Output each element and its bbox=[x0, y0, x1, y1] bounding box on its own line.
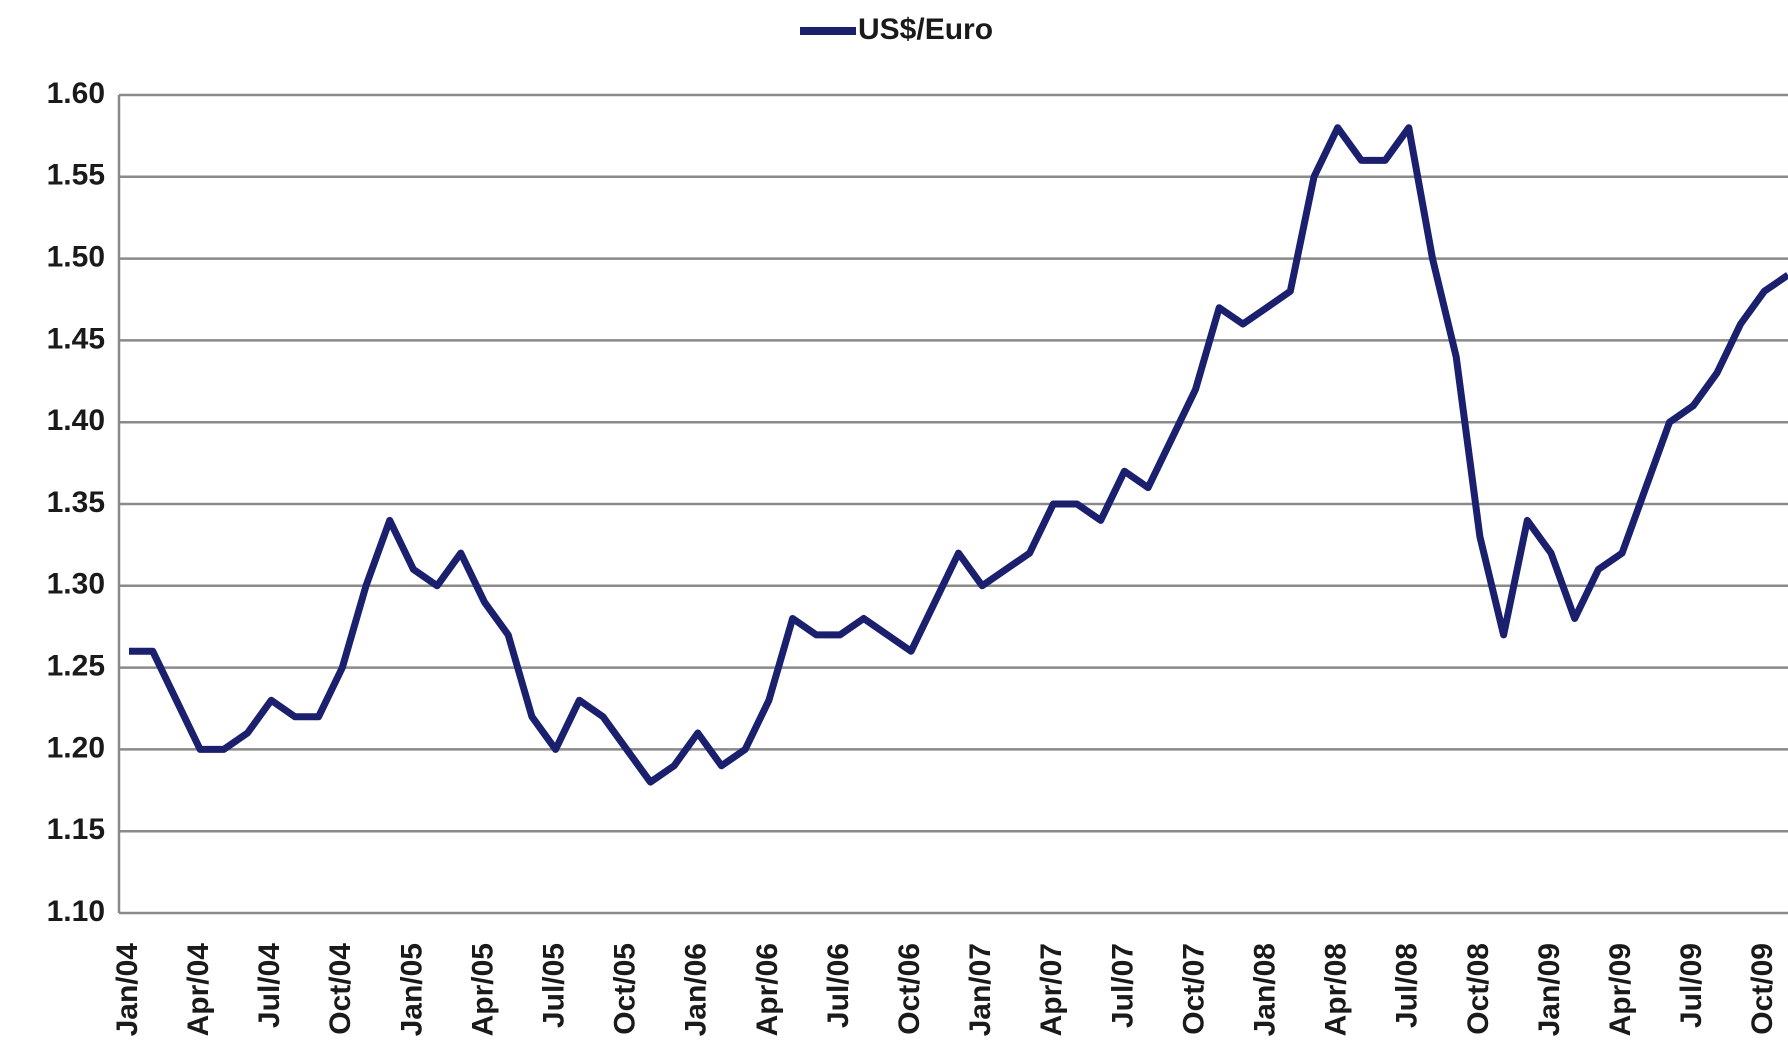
y-tick-label: 1.30 bbox=[47, 568, 105, 601]
y-tick-label: 1.10 bbox=[47, 895, 105, 928]
x-tick-label: Oct/08 bbox=[1462, 943, 1495, 1035]
y-tick-label: 1.25 bbox=[47, 650, 105, 683]
x-tick-label: Apr/05 bbox=[466, 943, 499, 1036]
y-tick-label: 1.20 bbox=[47, 731, 105, 764]
x-tick-label: Jan/05 bbox=[395, 943, 428, 1036]
x-tick-label: Jul/08 bbox=[1391, 943, 1424, 1028]
x-tick-label: Apr/09 bbox=[1604, 943, 1637, 1036]
x-tick-label: Jan/06 bbox=[680, 943, 713, 1036]
x-tick-label: Oct/09 bbox=[1746, 943, 1779, 1035]
x-tick-label: Jul/07 bbox=[1106, 943, 1139, 1028]
x-tick-label: Jan/04 bbox=[111, 943, 144, 1037]
x-tick-label: Jul/06 bbox=[822, 943, 855, 1028]
x-tick-label: Apr/07 bbox=[1035, 943, 1068, 1036]
y-tick-label: 1.15 bbox=[47, 813, 105, 846]
x-tick-label: Oct/06 bbox=[893, 943, 926, 1035]
y-tick-label: 1.35 bbox=[47, 486, 105, 519]
y-tick-label: 1.40 bbox=[47, 404, 105, 437]
y-tick-label: 1.55 bbox=[47, 159, 105, 192]
x-tick-label: Oct/05 bbox=[609, 943, 642, 1035]
y-tick-label: 1.45 bbox=[47, 322, 105, 355]
x-tick-label: Jul/09 bbox=[1675, 943, 1708, 1028]
x-tick-label: Jan/07 bbox=[964, 943, 997, 1036]
data-line bbox=[129, 124, 1788, 786]
x-tick-label: Jul/05 bbox=[538, 943, 571, 1028]
y-tick-label: 1.50 bbox=[47, 241, 105, 274]
x-tick-label: Jan/09 bbox=[1533, 943, 1566, 1036]
x-tick-label: Oct/04 bbox=[324, 943, 357, 1035]
x-tick-label: Jul/04 bbox=[253, 943, 286, 1028]
legend-label: US$/Euro bbox=[858, 13, 993, 46]
x-tick-label: Jan/08 bbox=[1249, 943, 1282, 1036]
x-tick-label: Oct/07 bbox=[1177, 943, 1210, 1035]
x-tick-label: Apr/08 bbox=[1320, 943, 1353, 1036]
x-tick-label: Apr/04 bbox=[182, 943, 215, 1037]
x-tick-label: Apr/06 bbox=[751, 943, 784, 1036]
y-tick-label: 1.60 bbox=[47, 77, 105, 110]
